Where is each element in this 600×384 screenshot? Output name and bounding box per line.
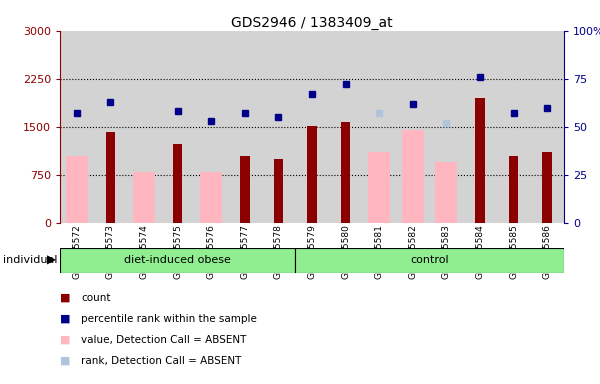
Bar: [402, 130, 424, 223]
Text: ■: ■: [60, 293, 71, 303]
Bar: [200, 172, 222, 223]
Text: rank, Detection Call = ABSENT: rank, Detection Call = ABSENT: [81, 356, 241, 366]
Bar: [173, 144, 182, 223]
Bar: [274, 159, 283, 223]
Bar: [341, 122, 350, 223]
Bar: [66, 156, 88, 223]
Text: ■: ■: [60, 356, 71, 366]
Text: value, Detection Call = ABSENT: value, Detection Call = ABSENT: [81, 335, 247, 345]
Bar: [307, 126, 317, 223]
Text: ■: ■: [60, 335, 71, 345]
Text: diet-induced obese: diet-induced obese: [124, 255, 231, 265]
Text: ▶: ▶: [47, 254, 56, 267]
Text: control: control: [410, 255, 449, 265]
Text: individual: individual: [3, 255, 58, 265]
Text: percentile rank within the sample: percentile rank within the sample: [81, 314, 257, 324]
Bar: [133, 172, 155, 223]
Bar: [368, 152, 390, 223]
Bar: [542, 152, 552, 223]
Text: ■: ■: [60, 314, 71, 324]
Title: GDS2946 / 1383409_at: GDS2946 / 1383409_at: [231, 16, 393, 30]
FancyBboxPatch shape: [60, 248, 295, 273]
Bar: [475, 98, 485, 223]
Bar: [436, 162, 457, 223]
FancyBboxPatch shape: [295, 248, 564, 273]
Bar: [509, 156, 518, 223]
Bar: [106, 132, 115, 223]
Text: count: count: [81, 293, 110, 303]
Bar: [240, 156, 250, 223]
